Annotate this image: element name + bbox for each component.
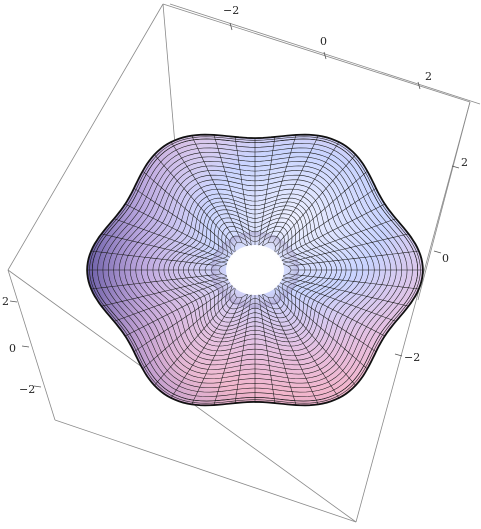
- mesh-line-ring: [97, 143, 413, 397]
- mesh-line-ring: [178, 209, 332, 331]
- mesh-line-ring: [188, 217, 322, 323]
- mesh-line-radial: [170, 141, 238, 243]
- mesh-line-radial: [281, 275, 409, 307]
- torus-surface: [86, 133, 424, 407]
- tick-mark: [451, 165, 460, 169]
- mesh-line-radial: [154, 293, 235, 386]
- torus-outline: [86, 133, 424, 407]
- tick-mark: [33, 385, 42, 388]
- mesh-line-ring: [107, 152, 403, 388]
- tick-mark: [21, 345, 30, 348]
- mesh-line-radial: [142, 286, 237, 370]
- x-tick-label: 2: [425, 70, 432, 83]
- tick-mark: [229, 22, 233, 31]
- mesh-line-radial: [267, 135, 319, 244]
- mesh-line-radial: [272, 141, 340, 243]
- mesh-line-radial: [288, 250, 419, 267]
- torus-hole-ring: [211, 232, 299, 308]
- mesh-line-ring: [89, 136, 421, 404]
- tick-mark: [394, 353, 403, 357]
- mesh-line-ring: [113, 156, 397, 384]
- mesh-line-radial: [275, 154, 356, 247]
- mesh-line-radial: [273, 170, 368, 254]
- mesh-line-ring: [135, 174, 375, 366]
- box-edge: [169, 3, 481, 105]
- mesh-line-radial: [267, 296, 319, 405]
- mesh-line-ring: [102, 147, 408, 393]
- mesh-line-radial: [275, 293, 356, 386]
- tick-mark: [9, 300, 18, 303]
- mesh-line-ring: [158, 193, 352, 347]
- mesh-line-radial: [191, 296, 243, 405]
- mesh-line-radial: [191, 135, 243, 244]
- mesh-line-radial: [101, 275, 229, 307]
- mesh-line-radial: [170, 297, 238, 399]
- bounding-box: [7, 3, 481, 523]
- z-tick-label: 0: [9, 342, 16, 355]
- mesh-line-radial: [288, 273, 419, 290]
- mesh-line-radial: [154, 154, 235, 247]
- box-edge: [7, 3, 164, 271]
- box-edge: [417, 101, 471, 301]
- mesh-line-ring: [91, 138, 419, 402]
- mesh-line-ring: [141, 179, 369, 361]
- y-tick-label: −2: [404, 351, 420, 364]
- y-tick-label: 2: [461, 156, 468, 169]
- axis-ticks: −2 0 2 2 0 −2 2 0 −2: [2, 4, 468, 396]
- z-tick-label: −2: [19, 383, 35, 396]
- box-edge: [54, 419, 357, 523]
- mesh-line-ring: [152, 188, 358, 352]
- mesh-line-radial: [91, 273, 222, 290]
- mesh-line-radial: [272, 297, 340, 399]
- tick-mark: [417, 81, 421, 90]
- mesh-line-ring: [193, 221, 317, 319]
- tick-mark: [433, 250, 442, 254]
- y-tick-label: 0: [442, 252, 449, 265]
- mesh-line-ring: [204, 230, 306, 310]
- z-tick-label: 2: [2, 295, 9, 308]
- mesh-line-ring: [129, 170, 381, 370]
- mesh-line-ring: [198, 226, 312, 314]
- mesh-line-radial: [91, 250, 222, 267]
- mesh-line-ring: [173, 205, 337, 335]
- mesh-line-ring: [124, 165, 386, 375]
- mesh-line-ring: [183, 213, 327, 327]
- tick-mark: [323, 51, 327, 60]
- mesh-line-ring: [168, 201, 342, 339]
- box-edge: [355, 101, 471, 523]
- mesh-line-ring: [118, 161, 392, 379]
- mesh-line-ring: [146, 184, 364, 356]
- mesh-line-radial: [101, 233, 229, 265]
- x-tick-label: −2: [223, 4, 239, 17]
- mesh-line-ring: [163, 197, 347, 343]
- mesh-line-radial: [142, 170, 237, 254]
- box-edge: [162, 3, 471, 103]
- mesh-line-radial: [273, 286, 368, 370]
- x-tick-label: 0: [320, 35, 327, 48]
- box-edge: [7, 269, 56, 421]
- mesh-line-radial: [281, 233, 409, 265]
